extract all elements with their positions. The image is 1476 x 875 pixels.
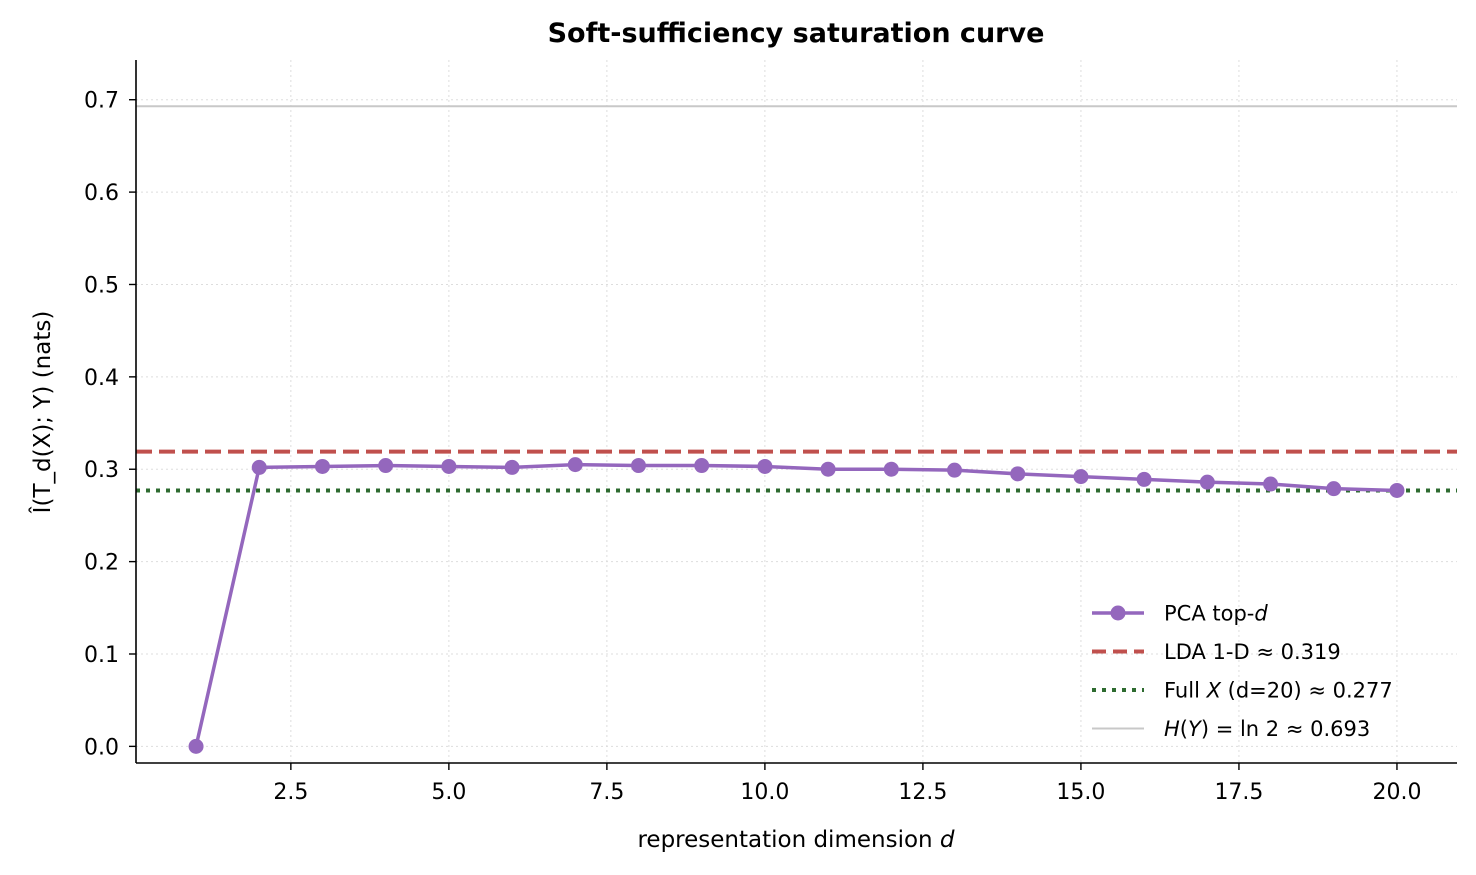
y-tick-label: 0.6 xyxy=(84,181,119,206)
y-tick-label: 0.3 xyxy=(84,458,119,483)
data-point xyxy=(1199,474,1215,490)
data-point xyxy=(820,461,836,477)
x-axis-label-main: representation dimension xyxy=(637,827,939,853)
data-point xyxy=(251,459,267,475)
data-point xyxy=(1136,471,1152,487)
data-point xyxy=(378,458,394,474)
y-tick-label: 0.2 xyxy=(84,551,119,576)
data-point xyxy=(441,458,457,474)
y-axis-label: Î(T_d(X); Y) (nats) xyxy=(28,311,56,515)
y-tick-label: 0.7 xyxy=(84,89,119,114)
legend-label-2: LDA 1-D ≈ 0.319 xyxy=(1164,640,1341,664)
x-tick-label: 17.5 xyxy=(1214,780,1263,805)
x-tick-label: 20.0 xyxy=(1372,780,1421,805)
x-axis-label-variable: d xyxy=(940,827,955,853)
legend-marker xyxy=(1110,605,1126,621)
x-axis-label: representation dimension d xyxy=(637,827,954,853)
data-point xyxy=(504,459,520,475)
x-tick-label: 5.0 xyxy=(431,780,466,805)
x-axis-ticks: 2.5 5.0 7.5 10.0 12.5 15.0 17.5 20.0 xyxy=(273,763,1421,805)
data-point xyxy=(1010,466,1026,482)
data-point xyxy=(1073,469,1089,485)
data-point xyxy=(1389,482,1405,498)
y-tick-label: 0.1 xyxy=(84,643,119,668)
legend-label-3: Full X (d=20) ≈ 0.277 xyxy=(1164,679,1393,703)
y-tick-label: 0.4 xyxy=(84,366,119,391)
y-tick-label: 0.0 xyxy=(84,735,119,760)
x-tick-label: 7.5 xyxy=(589,780,624,805)
x-tick-label: 2.5 xyxy=(273,780,308,805)
data-point xyxy=(567,457,583,473)
x-tick-label: 15.0 xyxy=(1056,780,1105,805)
reference-lines xyxy=(136,105,1457,493)
axes xyxy=(135,60,1457,764)
data-point xyxy=(1263,476,1279,492)
series-layer xyxy=(188,457,1405,754)
data-point xyxy=(314,458,330,474)
data-point xyxy=(694,458,710,474)
x-tick-label: 10.0 xyxy=(740,780,789,805)
data-point xyxy=(188,738,204,754)
y-tick-label: 0.5 xyxy=(84,273,119,298)
series-line-1 xyxy=(194,462,1398,747)
legend: PCA top-d LDA 1-D ≈ 0.319 Full X (d=20) ≈ … xyxy=(1092,602,1393,741)
y-axis-ticks: 0.0 0.1 0.2 0.3 0.4 0.5 0.6 0.7 xyxy=(84,89,136,760)
grid xyxy=(136,60,1457,763)
data-point xyxy=(947,462,963,478)
chart-title: Soft-sufficiency saturation curve xyxy=(548,18,1045,49)
data-point xyxy=(883,461,899,477)
legend-label-4: H(Y) = ln 2 ≈ 0.693 xyxy=(1164,717,1370,741)
data-point xyxy=(1326,481,1342,497)
data-point xyxy=(630,458,646,474)
legend-label-1: PCA top-d xyxy=(1164,602,1268,626)
x-tick-label: 12.5 xyxy=(898,780,947,805)
data-point xyxy=(757,458,773,474)
